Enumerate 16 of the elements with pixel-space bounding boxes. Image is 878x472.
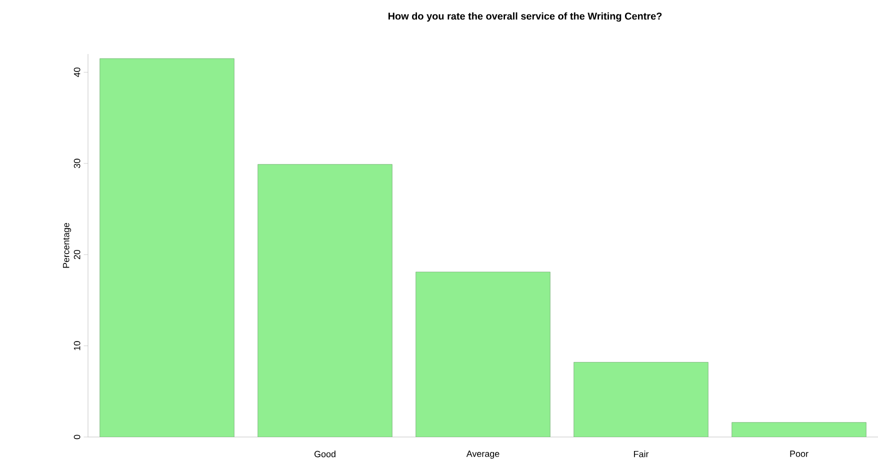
bar: [100, 58, 234, 437]
x-tick-label: Poor: [790, 450, 808, 457]
chart-title: How do you rate the overall service of the Writing Centre?: [388, 12, 662, 22]
bar: [732, 422, 866, 437]
y-tick-label: 10: [74, 341, 80, 350]
y-axis-title: Percentage: [63, 222, 72, 268]
bar: [416, 272, 550, 437]
y-tick-label: 0: [74, 434, 80, 440]
y-tick-label: 30: [74, 158, 80, 168]
bar: [258, 164, 392, 437]
y-tick-label: 40: [74, 68, 80, 78]
y-tick-label: 20: [74, 250, 80, 260]
x-tick-label: Average: [466, 450, 500, 459]
bar: [574, 362, 708, 437]
x-tick-label: Good: [314, 450, 336, 458]
x-tick-label: Fair: [634, 450, 649, 458]
